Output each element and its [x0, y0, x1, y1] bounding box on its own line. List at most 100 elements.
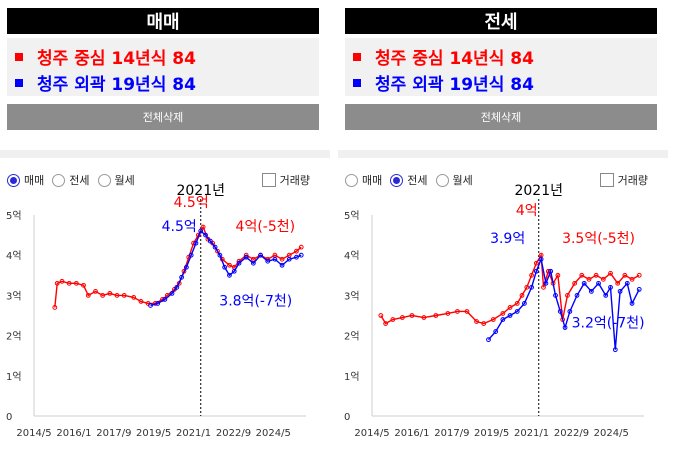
- data-point: [629, 276, 635, 282]
- annotation-label: 3.2억(-7천): [572, 316, 645, 332]
- data-point: [615, 280, 621, 286]
- data-point: [243, 254, 249, 260]
- data-point: [212, 244, 218, 250]
- x-tick-label: 2017/9: [434, 428, 469, 439]
- data-point: [131, 295, 137, 300]
- legend-item-center[interactable]: 청주 중심 14년식 84: [15, 44, 196, 69]
- data-point: [617, 288, 623, 294]
- legend-item-center[interactable]: 청주 중심 14년식 84: [353, 44, 534, 69]
- panel-title: 매매: [7, 8, 319, 34]
- data-point: [279, 256, 285, 262]
- y-tick-label: 2억: [344, 331, 360, 343]
- data-point: [179, 274, 185, 280]
- data-point: [207, 238, 213, 244]
- legend-item-outer[interactable]: 청주 외곽 19년식 84: [353, 70, 534, 95]
- radio-icon: [345, 173, 358, 187]
- data-point: [85, 293, 91, 298]
- data-point: [200, 224, 206, 230]
- data-point: [624, 280, 630, 286]
- volume-checkbox[interactable]: 거래량: [599, 172, 648, 188]
- data-point: [286, 256, 292, 262]
- line-chart: 0 1억 2억 3억 4억 5억 2014/5 2016/1 2017/9 2019/5 2021/…: [344, 183, 645, 439]
- volume-checkbox[interactable]: 거래량: [261, 172, 310, 188]
- data-point: [500, 311, 506, 316]
- data-point: [474, 319, 479, 324]
- annotation-label: 2021년: [514, 183, 563, 199]
- data-point: [121, 293, 127, 298]
- checkbox-icon: [261, 173, 276, 187]
- y-tick-label: 0: [344, 412, 350, 423]
- data-point: [66, 280, 72, 286]
- data-point: [574, 293, 580, 298]
- data-point: [567, 309, 573, 314]
- data-point: [603, 293, 609, 298]
- legend-label: 청주 외곽 19년식 84: [375, 75, 534, 95]
- radio-jeonse[interactable]: 전세: [52, 172, 90, 188]
- series-line-1: [150, 229, 302, 307]
- y-tick-label: 2억: [6, 331, 22, 343]
- x-tick-label: 2022/9: [216, 428, 251, 439]
- data-point: [433, 313, 439, 318]
- data-point: [294, 248, 299, 254]
- clear-all-button[interactable]: 전체삭제: [345, 104, 657, 130]
- radio-sale[interactable]: 매매: [345, 172, 382, 188]
- x-tick-label: 2021/1: [176, 428, 211, 439]
- data-point: [258, 252, 263, 258]
- data-point: [114, 293, 120, 298]
- data-point: [562, 325, 568, 330]
- data-point: [390, 317, 396, 322]
- y-tick-label: 3억: [6, 290, 22, 302]
- x-tick-label: 2014/5: [354, 428, 389, 439]
- x-tick-label: 2021/1: [514, 428, 549, 439]
- y-tick-label: 4억: [6, 250, 22, 262]
- data-point: [581, 280, 587, 286]
- x-tick-label: 2016/1: [394, 428, 429, 439]
- radio-selected-icon: [390, 173, 404, 187]
- data-point: [629, 301, 635, 306]
- line-chart: 0 1억 2억 3억 4억 5억 2014/5 2016/1 2017/9 2019/5 2021/…: [6, 183, 306, 439]
- data-point: [294, 254, 299, 260]
- radio-jeonse[interactable]: 전세: [390, 172, 428, 188]
- x-tick-label: 2017/9: [96, 428, 131, 439]
- data-point: [507, 305, 513, 310]
- legend-label: 청주 중심 14년식 84: [375, 49, 534, 69]
- data-point: [217, 252, 223, 258]
- data-point: [521, 301, 527, 306]
- radio-icon: [97, 173, 111, 187]
- data-point: [193, 240, 199, 246]
- data-point: [608, 284, 613, 290]
- data-point: [529, 284, 534, 290]
- y-tick-label: 3억: [344, 290, 360, 302]
- data-point: [445, 311, 451, 316]
- data-point: [215, 248, 220, 254]
- data-point: [409, 313, 415, 318]
- legend-item-outer[interactable]: 청주 외곽 19년식 84: [15, 70, 196, 95]
- x-tick-label: 2016/1: [56, 428, 91, 439]
- annotation-label: 2021년: [176, 183, 225, 199]
- red-square-icon: [353, 52, 361, 61]
- legend-label: 청주 외곽 19년식 84: [37, 75, 196, 95]
- data-point: [622, 272, 628, 278]
- panel-sale: 매매 청주 중심 14년식 84 청주 외곽 19년식 84 전체삭제 매매 전…: [0, 0, 330, 454]
- data-point: [198, 228, 204, 234]
- trade-type-radio-group: 매매 전세 월세: [7, 172, 143, 188]
- radio-sale[interactable]: 매매: [7, 172, 44, 188]
- data-point: [59, 278, 65, 284]
- data-point: [52, 305, 58, 310]
- radio-monthly[interactable]: 월세: [97, 172, 135, 188]
- annotation-label: 4억(-5천): [236, 219, 296, 235]
- data-point: [272, 256, 278, 262]
- y-tick-label: 1억: [344, 371, 360, 383]
- x-tick-label: 2019/5: [136, 428, 171, 439]
- data-point: [636, 286, 642, 292]
- data-point: [236, 260, 242, 266]
- data-point: [279, 262, 285, 268]
- radio-monthly[interactable]: 월세: [435, 172, 473, 188]
- data-point: [148, 303, 153, 308]
- annotation-label: 4.5억: [174, 195, 209, 211]
- data-point: [421, 315, 427, 320]
- data-point: [107, 290, 113, 296]
- data-point: [174, 284, 180, 290]
- clear-all-button[interactable]: 전체삭제: [7, 104, 319, 130]
- panel-jeonse: 전세 청주 중심 14년식 84 청주 외곽 19년식 84 전체삭제 매매 전…: [338, 0, 668, 454]
